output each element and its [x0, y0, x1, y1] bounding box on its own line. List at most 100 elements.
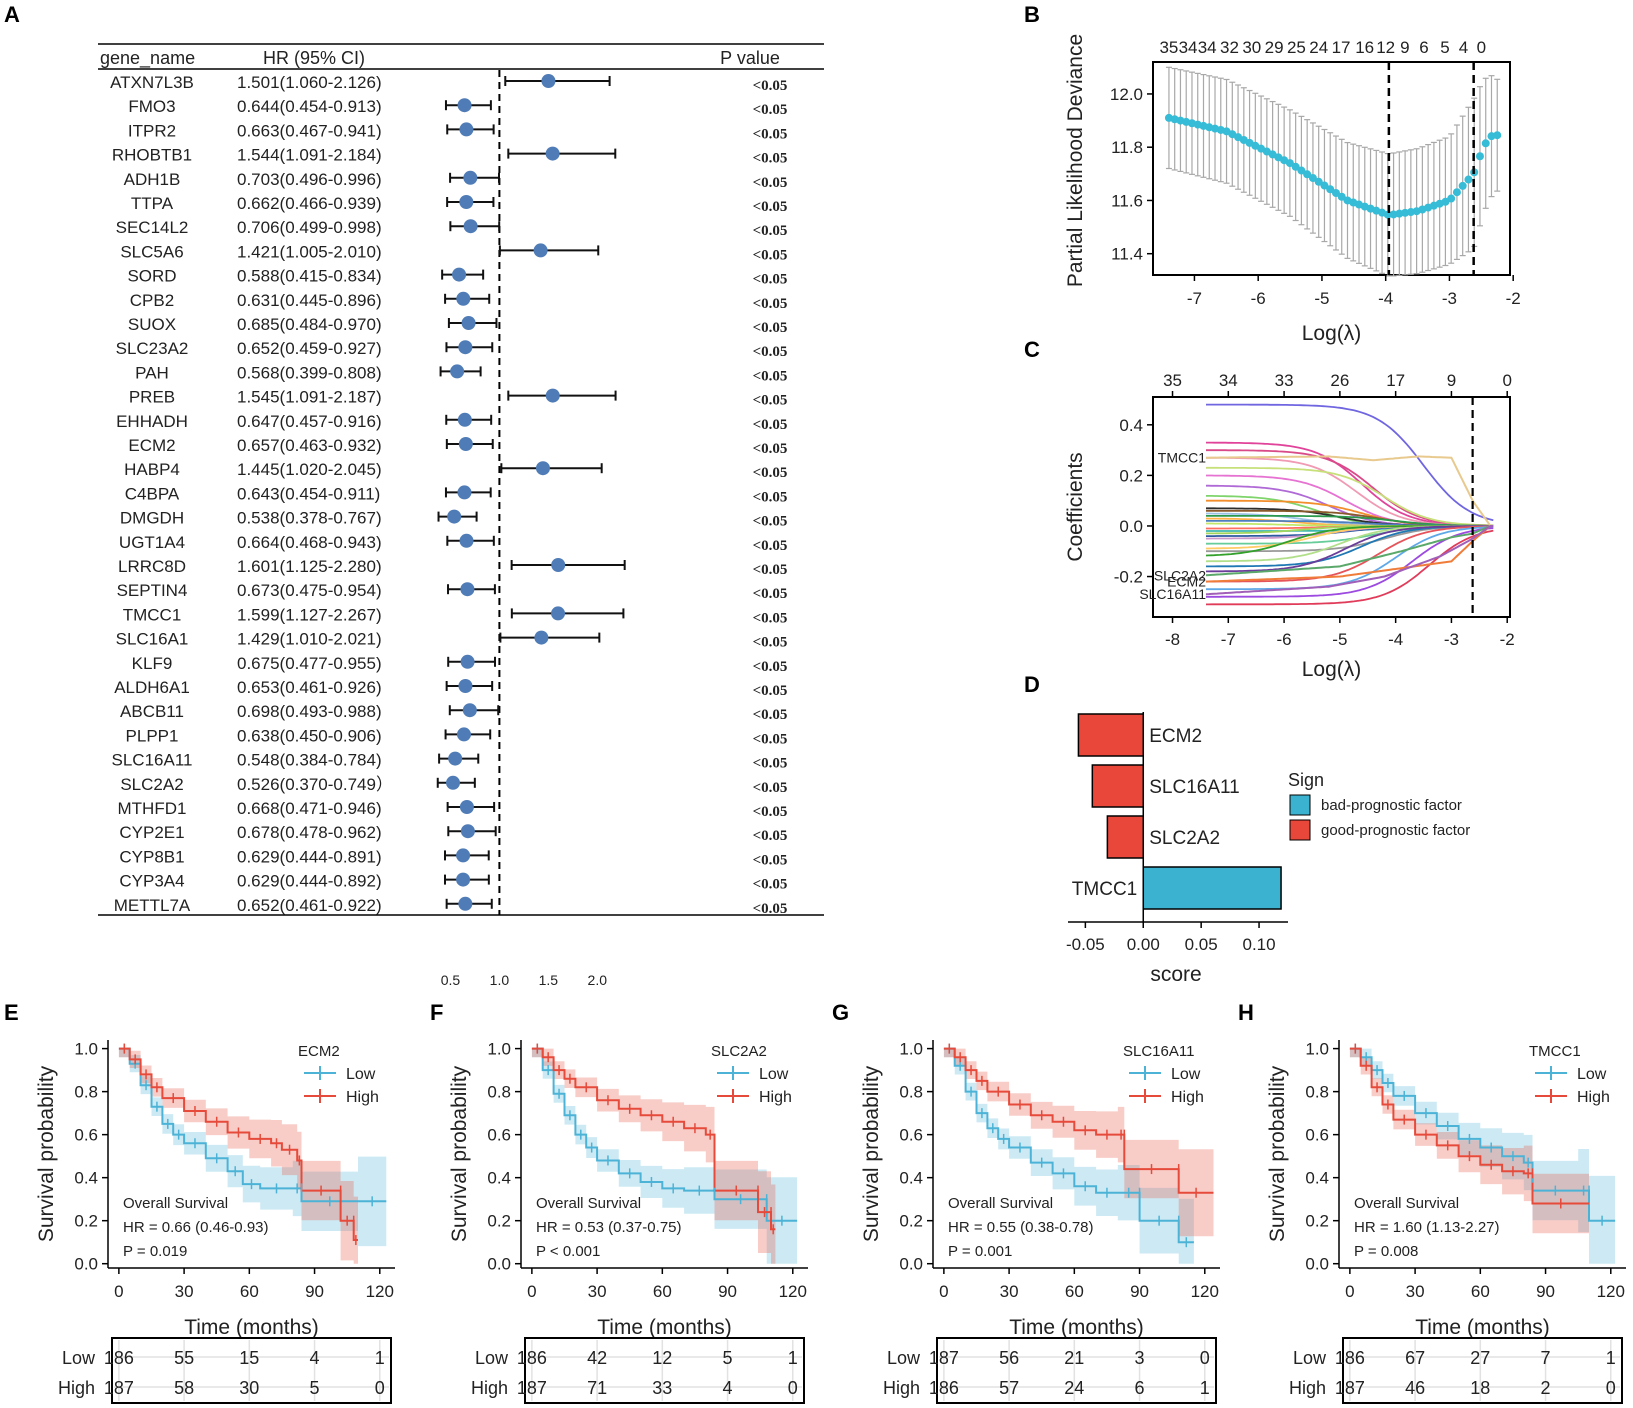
km-y-tick-label: 0.2 — [1305, 1212, 1329, 1231]
km-x-tick-label: 120 — [779, 1282, 807, 1301]
km-risk-low-count: 15 — [239, 1348, 259, 1368]
forest-hr-text: 1.421(1.005-2.010) — [237, 242, 382, 261]
cv-y-axis-label: Partial Likelihood Deviance — [1064, 34, 1087, 287]
forest-gene-label: DMGDH — [120, 509, 184, 528]
forest-p-value: <0.05 — [753, 393, 788, 409]
bar-category-label: ECM2 — [1149, 726, 1202, 747]
coef-path-line — [1206, 466, 1494, 527]
forest-gene-label: SLC5A6 — [120, 242, 183, 261]
km-x-tick-label: 30 — [1000, 1282, 1019, 1301]
bar-legend-label: bad-prognostic factor — [1321, 797, 1462, 814]
km-risk-low-count: 187 — [929, 1348, 959, 1368]
km-risk-low-count: 4 — [310, 1348, 320, 1368]
forest-p-value: <0.05 — [753, 344, 788, 360]
km-stats-title: Overall Survival — [536, 1195, 641, 1212]
forest-hr-text: 0.644(0.454-0.913) — [237, 97, 382, 116]
km-x-axis-label: Time (months) — [184, 1316, 319, 1339]
km-y-tick-label: 0.4 — [74, 1169, 98, 1188]
forest-hr-text: 0.706(0.499-0.998) — [237, 218, 382, 237]
cv-x-axis-label: Log(λ) — [1302, 322, 1362, 345]
forest-p-value: <0.05 — [753, 441, 788, 457]
forest-gene-label: SLC2A2 — [120, 775, 183, 794]
km-x-tick-label: 90 — [718, 1282, 737, 1301]
km-risk-table-frame — [524, 1337, 805, 1404]
forest-hr-text: 0.653(0.461-0.926) — [237, 678, 382, 697]
km-legend-high-label: High — [1577, 1089, 1610, 1106]
forest-hr-text: 1.501(1.060-2.126) — [237, 73, 382, 92]
cv-top-count: 35 — [1159, 38, 1178, 57]
km-risk-low-label: Low — [475, 1348, 509, 1368]
km-x-tick-label: 90 — [305, 1282, 324, 1301]
coef-plot-frame — [1152, 396, 1511, 618]
panel-letter-h: H — [1238, 1000, 1254, 1025]
km-y-tick-label: 0.0 — [899, 1255, 923, 1274]
forest-p-value: <0.05 — [753, 538, 788, 554]
forest-hr-text: 0.643(0.454-0.911) — [237, 484, 380, 503]
coef-y-tick-label: 0.2 — [1119, 466, 1143, 485]
forest-p-value: <0.05 — [753, 320, 788, 336]
forest-hr-point — [533, 243, 548, 258]
forest-gene-label: CPB2 — [130, 291, 174, 310]
km-low-confidence-band — [118, 1048, 387, 1256]
coef-x-tick-label: -7 — [1221, 630, 1236, 649]
km-legend-gene: SLC16A11 — [1123, 1043, 1194, 1060]
bar-x-tick-label: 0.05 — [1185, 935, 1218, 954]
coef-top-count: 35 — [1163, 371, 1182, 390]
forest-hr-point — [446, 775, 461, 790]
cv-deviance-point — [1326, 185, 1335, 194]
forest-gene-label: MTHFD1 — [118, 799, 187, 818]
forest-p-value: <0.05 — [753, 877, 788, 893]
forest-hr-text: 0.588(0.415-0.834) — [237, 267, 382, 286]
forest-p-value: <0.05 — [753, 199, 788, 215]
km-risk-high-count: 58 — [174, 1378, 194, 1398]
km-risk-high-count: 0 — [788, 1378, 798, 1398]
cv-plot-frame — [1152, 61, 1511, 276]
forest-p-value: <0.05 — [753, 465, 788, 481]
coef-x-tick-label: -3 — [1444, 630, 1459, 649]
km-y-tick-label: 1.0 — [487, 1040, 511, 1059]
km-risk-low-label: Low — [62, 1348, 96, 1368]
forest-x-tick-label: 0.5 — [441, 972, 461, 988]
forest-hr-point — [545, 388, 560, 403]
forest-hr-point — [452, 267, 467, 282]
km-risk-low-label: Low — [1293, 1348, 1327, 1368]
forest-hr-text: 0.673(0.475-0.954) — [237, 581, 382, 600]
coef-x-tick-label: -8 — [1165, 630, 1180, 649]
coef-gene-label: SLC16A11 — [1139, 586, 1206, 602]
coef-y-tick-label: -0.2 — [1114, 568, 1143, 587]
forest-gene-label: PLPP1 — [126, 726, 179, 745]
cv-deviance-point — [1320, 181, 1329, 190]
forest-gene-label: SORD — [127, 267, 176, 286]
coef-y-axis-label: Coefficients — [1064, 452, 1087, 561]
forest-gene-label: PAH — [135, 363, 169, 382]
cv-deviance-point — [1447, 194, 1456, 203]
km-risk-low-count: 67 — [1405, 1348, 1425, 1368]
km-risk-low-count: 1 — [788, 1348, 798, 1368]
cv-deviance-point — [1481, 139, 1490, 148]
forest-p-value: <0.05 — [753, 562, 788, 578]
forest-hr-text: 0.703(0.496-0.996) — [237, 170, 382, 189]
km-y-tick-label: 0.6 — [1305, 1126, 1329, 1145]
forest-gene-label: SEPTIN4 — [117, 581, 188, 600]
forest-gene-label: SLC16A11 — [112, 751, 193, 770]
forest-gene-label: ECM2 — [128, 436, 175, 455]
bar-legend-label: good-prognostic factor — [1321, 822, 1470, 839]
forest-p-value: <0.05 — [753, 804, 788, 820]
km-x-tick-label: 60 — [240, 1282, 259, 1301]
km-risk-high-count: 6 — [1135, 1378, 1145, 1398]
forest-p-value: <0.05 — [753, 586, 788, 602]
forest-x-tick-label: 1.0 — [490, 972, 510, 988]
coef-top-count: 9 — [1447, 371, 1456, 390]
coef-y-tick-label: 0.4 — [1119, 416, 1143, 435]
coef-gene-label: SLC2A2 — [1154, 567, 1206, 583]
km-y-tick-label: 0.8 — [487, 1083, 511, 1102]
km-x-tick-label: 60 — [653, 1282, 672, 1301]
forest-hr-text: 0.638(0.450-0.906) — [237, 726, 382, 745]
forest-gene-label: LRRC8D — [118, 557, 186, 576]
forest-hr-text: 1.429(1.010-2.021) — [237, 630, 382, 649]
km-x-tick-label: 120 — [366, 1282, 394, 1301]
km-x-axis-label: Time (months) — [1415, 1316, 1550, 1339]
forest-gene-label: SLC23A2 — [116, 339, 189, 358]
